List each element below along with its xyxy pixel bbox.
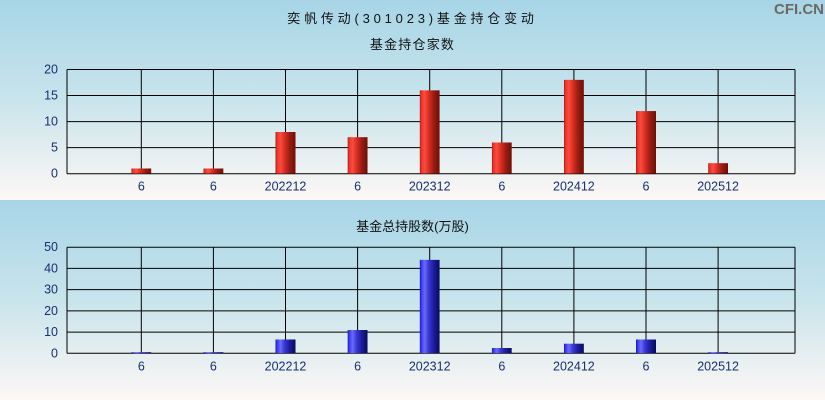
svg-text:6: 6 — [138, 180, 145, 194]
svg-text:15: 15 — [44, 89, 58, 103]
svg-text:40: 40 — [44, 261, 58, 275]
svg-text:202412: 202412 — [553, 359, 595, 373]
svg-text:6: 6 — [354, 359, 361, 373]
svg-text:50: 50 — [44, 240, 58, 254]
svg-text:10: 10 — [44, 325, 58, 339]
svg-text:6: 6 — [643, 359, 650, 373]
svg-text:20: 20 — [44, 63, 58, 77]
svg-text:6: 6 — [498, 180, 505, 194]
svg-text:30: 30 — [44, 283, 58, 297]
svg-text:0: 0 — [51, 346, 58, 360]
svg-text:6: 6 — [138, 359, 145, 373]
svg-text:202512: 202512 — [697, 180, 739, 194]
svg-text:202312: 202312 — [409, 180, 451, 194]
svg-text:202512: 202512 — [697, 359, 739, 373]
svg-text:6: 6 — [210, 359, 217, 373]
svg-text:6: 6 — [643, 180, 650, 194]
svg-text:5: 5 — [51, 141, 58, 155]
svg-text:10: 10 — [44, 115, 58, 129]
svg-text:202312: 202312 — [409, 359, 451, 373]
svg-text:6: 6 — [210, 180, 217, 194]
svg-text:202212: 202212 — [265, 359, 307, 373]
svg-text:6: 6 — [354, 180, 361, 194]
svg-text:202212: 202212 — [265, 180, 307, 194]
svg-text:20: 20 — [44, 304, 58, 318]
svg-text:6: 6 — [498, 359, 505, 373]
svg-text:202412: 202412 — [553, 180, 595, 194]
svg-text:0: 0 — [51, 167, 58, 181]
